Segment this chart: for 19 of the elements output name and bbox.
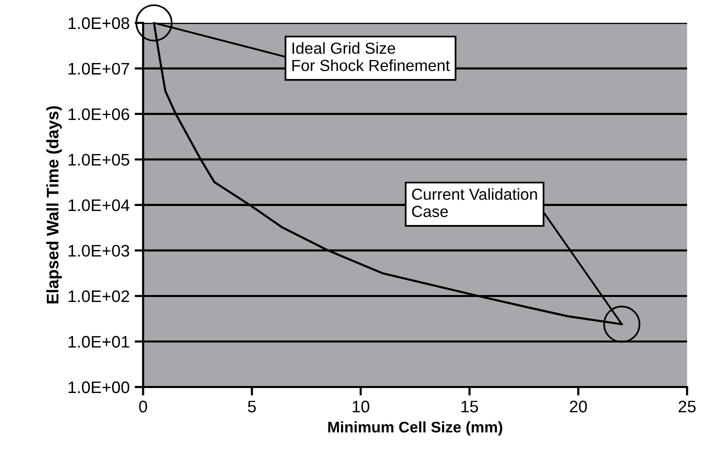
y-tick-label: 1.0E+05 [68, 154, 130, 166]
annotation: Current Validation Case [412, 188, 537, 218]
y-tick-label: 1.0E+06 [68, 108, 130, 120]
x-tick-label: 10 [352, 400, 370, 412]
y-tick-label: 1.0E+07 [68, 62, 130, 75]
x-axis-title: Minimum Cell Size (mm) [328, 421, 502, 436]
y-tick-label: 1.0E+04 [68, 199, 130, 212]
y-tick-label: 1.0E+01 [68, 336, 130, 348]
x-tick-label: 5 [248, 400, 256, 412]
x-tick-label: 20 [570, 400, 587, 412]
y-tick-label: 1.0E+08 [68, 17, 130, 30]
x-tick-label: 0 [139, 400, 148, 412]
x-tick-label: 15 [461, 400, 478, 412]
x-tick-label: 25 [678, 400, 696, 412]
y-axis-title: Elapsed Wall Time (days) [46, 106, 62, 304]
y-tick-label: 1.0E+00 [68, 381, 130, 394]
y-tick-label: 1.0E+02 [68, 290, 130, 302]
annotation: Ideal Grid Size For Shock Refinement [292, 42, 450, 72]
y-tick-label: 1.0E+03 [68, 244, 130, 257]
